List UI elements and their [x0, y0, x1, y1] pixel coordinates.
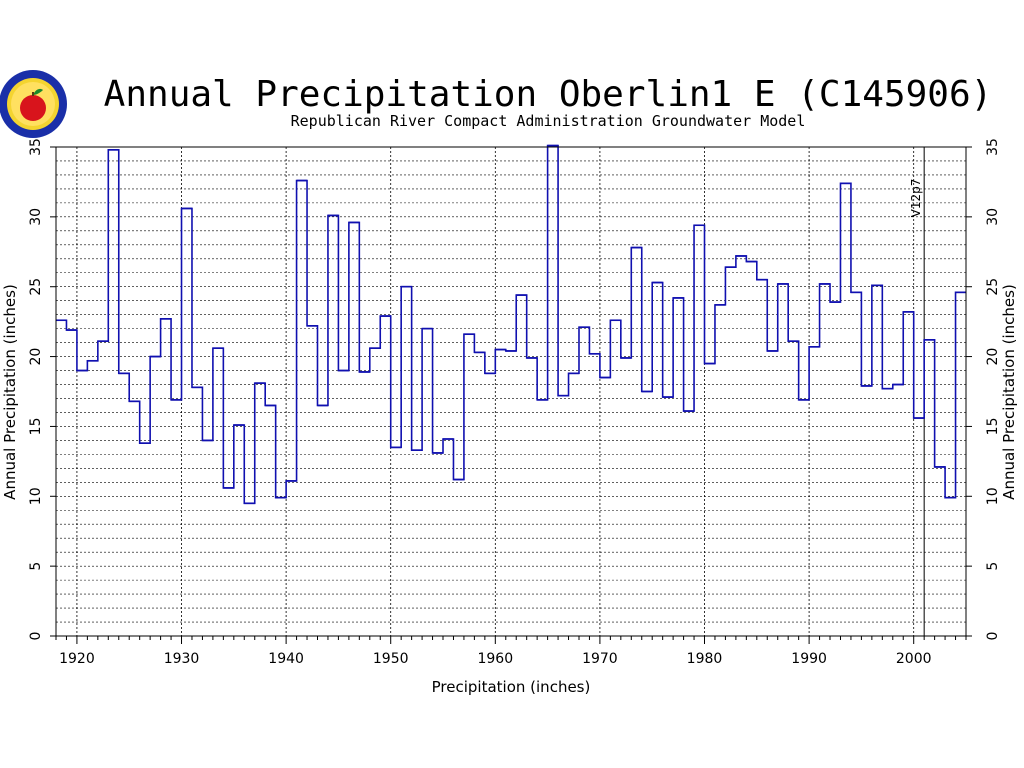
x-tick-label: 1990 [791, 651, 827, 667]
x-tick-label: 1950 [373, 651, 409, 667]
x-tick-label: 1930 [164, 651, 200, 667]
chart-subtitle: Republican River Compact Administration … [291, 112, 806, 130]
x-axis-label: Precipitation (inches) [432, 678, 591, 696]
y-tick-label-left: 0 [28, 632, 44, 641]
y-tick-label-left: 10 [28, 487, 44, 505]
version-annotation: V12p7 [909, 179, 923, 218]
logo-seal [0, 70, 67, 138]
series-group [56, 144, 966, 505]
y-tick-label-right: 5 [985, 562, 1001, 571]
y-tick-label-left: 30 [28, 208, 44, 226]
y-tick-label-right: 15 [985, 418, 1001, 436]
y-axis-label-left: Annual Precipitation (inches) [1, 284, 19, 500]
y-tick-label-right: 35 [985, 138, 1001, 156]
x-tick-label: 1960 [477, 651, 513, 667]
y-axis-label-right: Annual Precipitation (inches) [1000, 284, 1018, 500]
y-tick-label-right: 20 [985, 348, 1001, 366]
y-tick-label-right: 0 [985, 632, 1001, 641]
y-tick-label-left: 15 [28, 418, 44, 436]
y-axis-ticks: 0 0 5 5 10 10 15 15 20 20 25 25 30 30 35 35 [28, 138, 1001, 640]
y-tick-label-right: 10 [985, 487, 1001, 505]
x-tick-label: 1920 [59, 651, 95, 667]
x-tick-label: 1940 [268, 651, 304, 667]
x-axis-ticks: 1920 1930 1940 1950 1960 1970 1980 1990 2000 [55, 636, 967, 667]
apple-icon [20, 95, 46, 121]
x-tick-label: 1980 [687, 651, 723, 667]
y-tick-label-right: 30 [985, 208, 1001, 226]
y-tick-label-left: 5 [28, 562, 44, 571]
y-tick-label-left: 25 [28, 278, 44, 296]
x-tick-label: 2000 [896, 651, 932, 667]
y-tick-label-left: 20 [28, 348, 44, 366]
x-tick-label: 1970 [582, 651, 618, 667]
chart-title: Annual Precipitation Oberlin1 E (C145906… [104, 74, 993, 115]
y-tick-label-left: 35 [28, 138, 44, 156]
y-tick-label-right: 25 [985, 278, 1001, 296]
precipitation-step-line [56, 144, 966, 505]
plot-frame [55, 146, 967, 637]
